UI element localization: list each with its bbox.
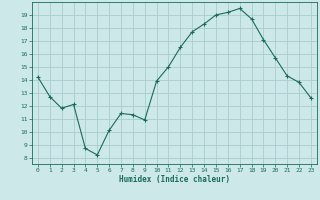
X-axis label: Humidex (Indice chaleur): Humidex (Indice chaleur) [119,175,230,184]
